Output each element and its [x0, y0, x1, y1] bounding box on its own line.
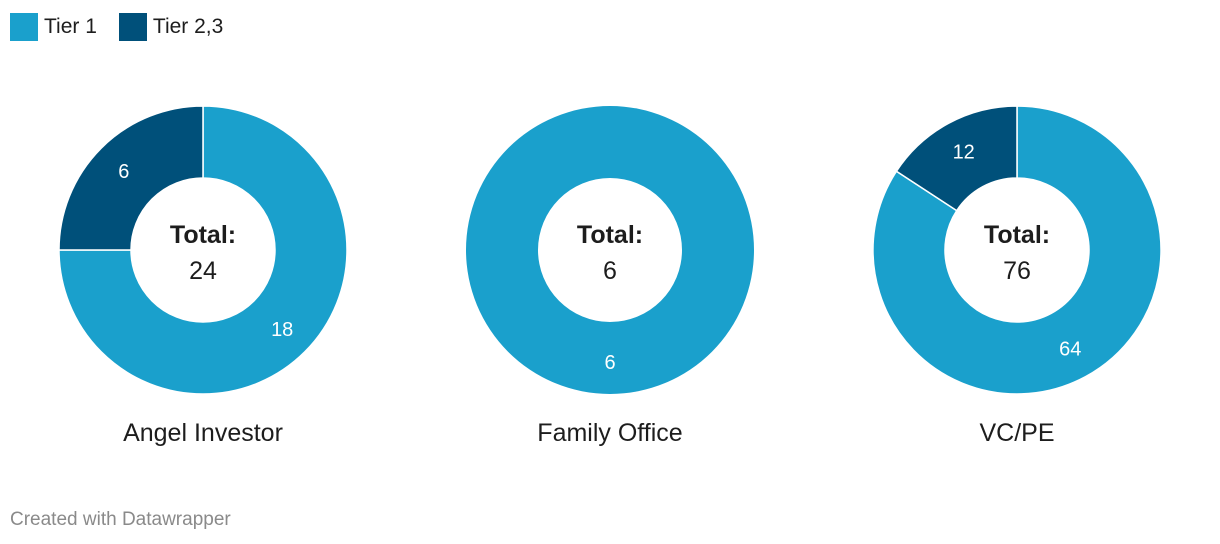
total-heading-vc-pe: Total: [984, 221, 1050, 249]
slice-vc-pe-tier-2-3 [895, 105, 1018, 212]
legend-item-tier-1: Tier 1 [10, 13, 97, 41]
total-value-vc-pe: 76 [1003, 257, 1031, 285]
legend-label-tier-1: Tier 1 [44, 15, 97, 38]
legend-swatch-tier-2-3 [118, 13, 147, 41]
total-value-family-office: 6 [603, 257, 617, 285]
donut-family-office: 6 Total: 6 Family Office [466, 106, 754, 447]
category-label-vc-pe: VC/PE [979, 419, 1054, 447]
total-heading-family-office: Total: [577, 221, 643, 249]
slice-family-office-tier-1 [466, 106, 754, 394]
total-heading-angel-investor: Total: [170, 221, 236, 249]
value-label-vc-pe-tier-1: 64 [1059, 339, 1081, 361]
value-label-angel-investor-tier-2-3: 6 [118, 161, 129, 183]
donut-vc-pe: 64 12 Total: 76 VC/PE [872, 105, 1162, 447]
footer-credit: Created with Datawrapper [10, 509, 231, 530]
slice-vc-pe-tier-1 [872, 105, 1162, 395]
category-label-family-office: Family Office [537, 419, 682, 447]
legend-item-tier-2-3: Tier 2,3 [118, 13, 224, 41]
legend-swatch-tier-1 [10, 13, 38, 41]
legend: Tier 1 Tier 2,3 [10, 12, 245, 42]
donut-angel-investor: 18 6 Total: 24 Angel Investor [58, 105, 348, 447]
legend-label-tier-2-3: Tier 2,3 [152, 15, 224, 38]
slice-angel-investor-tier-1 [58, 105, 348, 395]
category-label-angel-investor: Angel Investor [123, 419, 283, 447]
value-label-vc-pe-tier-2-3: 12 [953, 141, 975, 163]
slice-angel-investor-tier-2-3 [58, 105, 204, 251]
donut-charts: 18 6 Total: 24 Angel Investor 6 Total: 6 Family … [58, 105, 1162, 447]
total-value-angel-investor: 24 [189, 257, 217, 285]
value-label-angel-investor-tier-1: 18 [271, 319, 293, 341]
value-label-family-office-tier-1: 6 [604, 352, 615, 374]
